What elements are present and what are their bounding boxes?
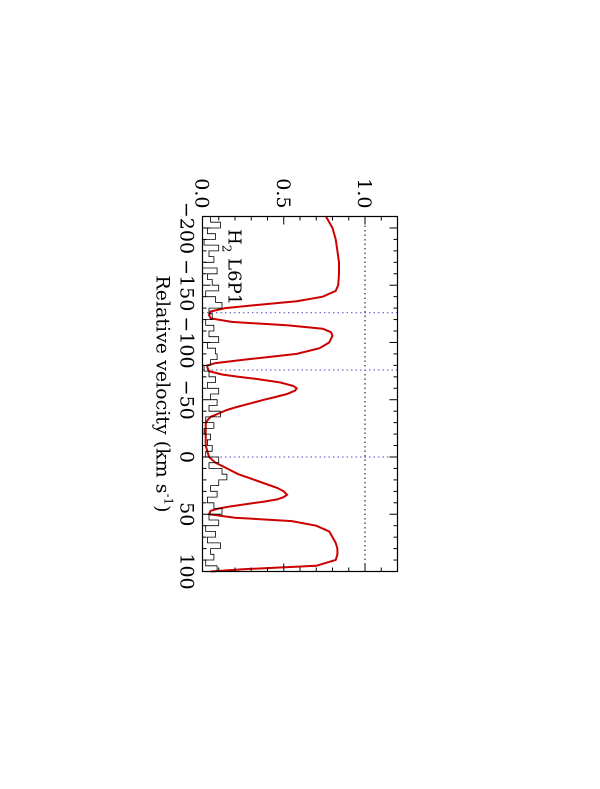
x-tick-label: 100 bbox=[176, 553, 198, 589]
y-tick-label: 0.5 bbox=[272, 178, 294, 208]
y-tick-label: 0.0 bbox=[191, 178, 213, 208]
data-layer bbox=[202, 216, 340, 573]
x-tick-label: −150 bbox=[176, 259, 198, 311]
plot-area: −200 −150 −100 −50 0 50 100 0.0 0.5 1.0 H2 L6P1 R… bbox=[152, 178, 399, 590]
tick-layer: −200 −150 −100 −50 0 50 100 0.0 0.5 1.0 bbox=[176, 178, 398, 590]
line-label: H2 L6P1 bbox=[220, 229, 245, 305]
x-tick-label: 0 bbox=[176, 451, 198, 463]
x-tick-label: −200 bbox=[176, 202, 198, 254]
x-tick-label: 50 bbox=[176, 502, 198, 526]
x-axis-title: Relative velocity (km s-1) bbox=[152, 275, 176, 512]
y-tick-label: 1.0 bbox=[353, 178, 375, 208]
x-tick-label: −100 bbox=[176, 316, 198, 368]
model-profile-line bbox=[204, 216, 340, 573]
data-histogram bbox=[202, 216, 228, 572]
x-tick-label: −50 bbox=[176, 380, 198, 420]
